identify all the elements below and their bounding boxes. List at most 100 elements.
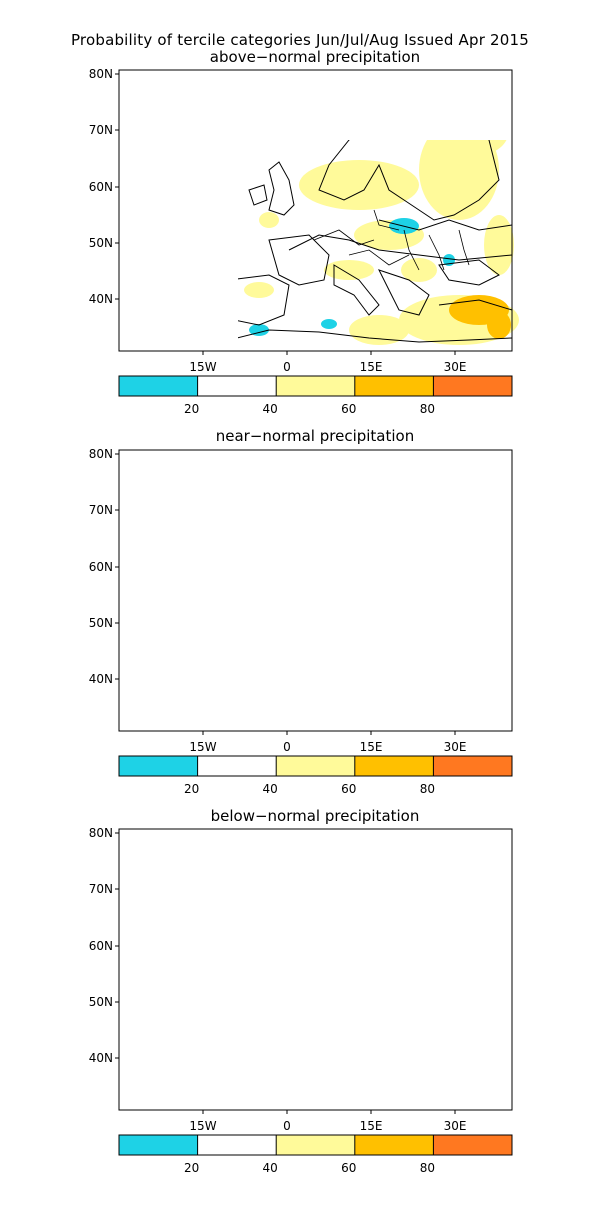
colorbar-label: 80: [420, 1161, 435, 1175]
lat-label: 70N: [89, 503, 113, 517]
coastline: [268, 161, 295, 216]
country-border: [428, 234, 445, 271]
colorbar-segment: [354, 376, 434, 396]
probability-shading: [451, 140, 507, 155]
coastline: [238, 329, 513, 343]
lat-label: 80N: [89, 67, 113, 81]
lat-label: 80N: [89, 447, 113, 461]
country-border: [348, 249, 410, 266]
lat-label: 70N: [89, 123, 113, 137]
map-background: [119, 450, 512, 731]
colorbar-label: 60: [341, 1161, 356, 1175]
map-panel-near: 80N 70N 60N 50N 40N 15W 0 15E 30E 20 40 60 80: [89, 447, 513, 796]
lon-label: 0: [283, 1119, 291, 1133]
lon-label: 15E: [360, 360, 383, 374]
colorbar-segment: [433, 376, 512, 396]
map-frame: [118, 828, 513, 1111]
country-border: [458, 229, 470, 266]
probability-shading: [487, 311, 511, 339]
coastline: [378, 219, 513, 231]
map-background: [119, 829, 512, 1110]
coastline: [438, 259, 500, 286]
lon-label: 15E: [360, 1119, 383, 1133]
colorbar: 20 40 60 80: [118, 755, 513, 796]
panel-title-above: above−normal precipitation: [209, 48, 421, 66]
lon-label: 30E: [444, 1119, 467, 1133]
colorbar-segment: [433, 756, 512, 776]
lat-label: 60N: [89, 939, 113, 953]
probability-shading: [484, 215, 514, 275]
lon-label: 30E: [444, 360, 467, 374]
lon-label: 15W: [189, 740, 216, 754]
colorbar-segment: [276, 756, 355, 776]
colorbar-label: 20: [184, 402, 199, 416]
lat-label: 40N: [89, 292, 113, 306]
colorbar-label: 80: [420, 402, 435, 416]
probability-shading: [249, 324, 269, 336]
coastline: [248, 184, 268, 206]
lat-label: 60N: [89, 560, 113, 574]
colorbar-label: 40: [263, 1161, 278, 1175]
panel-title-below: below−normal precipitation: [210, 807, 420, 825]
map-panel-above: 80N 70N 60N 50N 40N 15W 0 15E 30E 20 40 60 80: [89, 67, 519, 416]
lon-label: 15E: [360, 740, 383, 754]
coastline: [238, 274, 290, 326]
colorbar-segment: [276, 376, 355, 396]
colorbar: 20 40 60 80: [118, 375, 513, 416]
colorbar-frame: [118, 1134, 513, 1156]
lat-label: 50N: [89, 995, 113, 1009]
map-frame: [118, 69, 513, 352]
colorbar-segment: [197, 1135, 277, 1155]
probability-shading: [324, 260, 374, 280]
lon-label: 15W: [189, 1119, 216, 1133]
colorbar-segment: [433, 1135, 512, 1155]
lat-label: 50N: [89, 616, 113, 630]
lat-label: 70N: [89, 882, 113, 896]
colorbar-segment: [197, 376, 277, 396]
coastline: [333, 264, 380, 316]
colorbar-label: 40: [263, 782, 278, 796]
coastline: [268, 234, 330, 286]
lon-label: 0: [283, 740, 291, 754]
lon-label: 30E: [444, 740, 467, 754]
colorbar-label: 20: [184, 1161, 199, 1175]
figure-title: Probability of tercile categories Jun/Ju…: [70, 31, 530, 49]
lat-label: 50N: [89, 236, 113, 250]
colorbar-segment: [354, 1135, 434, 1155]
probability-shading: [244, 282, 274, 298]
colorbar-segment: [354, 756, 434, 776]
coastline: [378, 269, 430, 316]
lat-label: 40N: [89, 672, 113, 686]
map-panel-below: 80N 70N 60N 50N 40N 15W 0 15E 30E 20 40 60 80: [89, 826, 513, 1175]
probability-shading: [321, 319, 337, 329]
country-border: [403, 229, 420, 271]
colorbar: 20 40 60 80: [118, 1134, 513, 1175]
colorbar-segment: [197, 756, 277, 776]
probability-shading: [259, 212, 279, 228]
colorbar-segment: [276, 1135, 355, 1155]
colorbar-label: 40: [263, 402, 278, 416]
colorbar-frame: [118, 755, 513, 777]
country-border: [313, 229, 375, 246]
colorbar-label: 60: [341, 782, 356, 796]
lat-label: 80N: [89, 826, 113, 840]
country-border: [373, 209, 400, 231]
map-frame: [118, 449, 513, 732]
panel-title-near: near−normal precipitation: [215, 427, 415, 445]
colorbar-frame: [118, 375, 513, 397]
colorbar-label: 80: [420, 782, 435, 796]
lat-label: 60N: [89, 180, 113, 194]
coastline: [438, 299, 513, 311]
colorbar-segment: [119, 376, 198, 396]
probability-shading: [299, 160, 419, 210]
lon-label: 0: [283, 360, 291, 374]
lat-label: 40N: [89, 1051, 113, 1065]
colorbar-label: 20: [184, 782, 199, 796]
coastline: [318, 140, 500, 221]
colorbar-segment: [119, 756, 198, 776]
lon-label: 15W: [189, 360, 216, 374]
colorbar-segment: [119, 1135, 198, 1155]
colorbar-label: 60: [341, 402, 356, 416]
coastline: [288, 234, 513, 261]
